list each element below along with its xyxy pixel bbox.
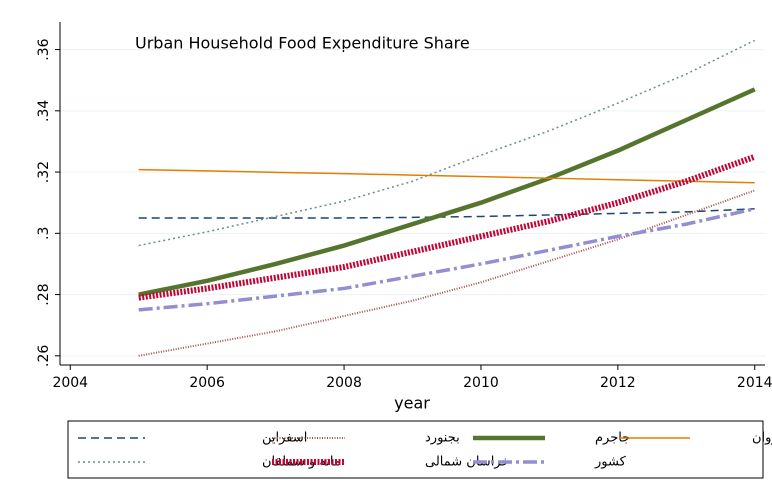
y-tick-label: .26 bbox=[36, 345, 52, 367]
legend-box bbox=[67, 420, 764, 479]
chart-title: Urban Household Food Expenditure Share bbox=[135, 34, 470, 53]
series-line bbox=[138, 189, 756, 357]
x-axis-label: year bbox=[394, 394, 430, 413]
x-tick-label: 2008 bbox=[326, 375, 362, 391]
series-line bbox=[138, 168, 755, 184]
series-line bbox=[138, 208, 755, 219]
legend-label: خراسان شمالی bbox=[425, 455, 510, 470]
series-line bbox=[138, 207, 756, 312]
x-tick-label: 2004 bbox=[52, 375, 88, 391]
legend-label: بجنورد bbox=[425, 431, 460, 446]
y-tick-label: .28 bbox=[36, 283, 52, 305]
legend-label: شیروان bbox=[752, 431, 772, 446]
series-line bbox=[138, 153, 756, 301]
y-tick-label: .36 bbox=[36, 38, 52, 60]
legend-label: جاجرم bbox=[595, 431, 630, 446]
y-tick-label: .32 bbox=[36, 161, 52, 183]
y-tick-label: .3 bbox=[36, 227, 52, 240]
series-line bbox=[138, 87, 756, 297]
x-tick-label: 2010 bbox=[463, 375, 499, 391]
y-tick-label: .34 bbox=[36, 100, 52, 122]
x-tick-label: 2014 bbox=[737, 375, 772, 391]
legend-label: کشور bbox=[594, 455, 627, 470]
x-tick-label: 2006 bbox=[189, 375, 225, 391]
x-tick-label: 2012 bbox=[600, 375, 636, 391]
